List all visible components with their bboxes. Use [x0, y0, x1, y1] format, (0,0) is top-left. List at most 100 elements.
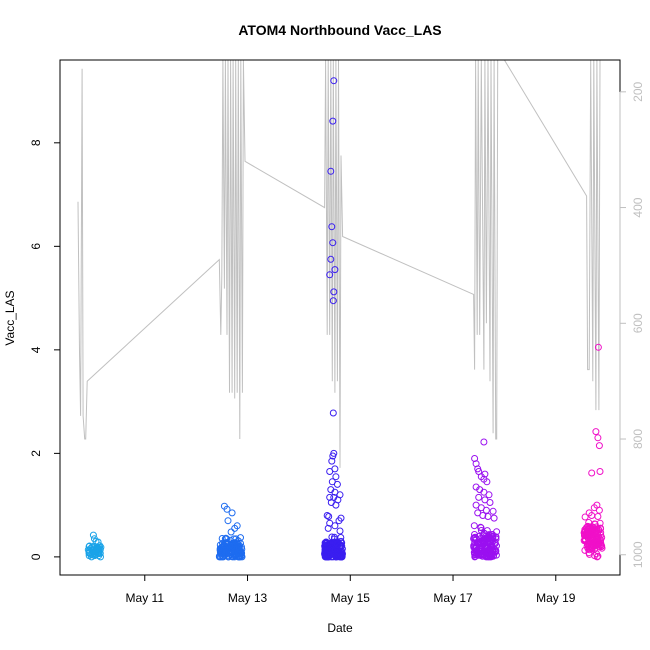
y2-tick-label: 800: [631, 429, 645, 449]
data-point: [85, 543, 93, 550]
data-point: [331, 266, 339, 274]
data-point: [338, 545, 346, 553]
data-point: [596, 468, 604, 475]
data-point: [89, 531, 97, 539]
data-point: [328, 457, 336, 465]
data-point: [487, 543, 495, 550]
data-point: [328, 533, 336, 541]
data-point: [219, 553, 227, 561]
data-point: [218, 535, 226, 542]
data-point: [332, 501, 340, 509]
data-point: [338, 551, 345, 559]
x-tick-label: May 13: [228, 591, 268, 605]
data-point: [233, 545, 241, 553]
y2-tick-label: 600: [631, 313, 645, 333]
data-point: [334, 541, 341, 549]
data-point: [493, 528, 501, 536]
scatter-series: [470, 438, 501, 561]
scatter-series: [215, 502, 246, 561]
data-point: [322, 550, 329, 558]
data-point: [329, 297, 337, 305]
data-point: [593, 553, 601, 561]
data-point: [489, 507, 497, 515]
data-point: [220, 541, 228, 549]
y-tick-label: 2: [29, 450, 43, 457]
data-point: [326, 546, 334, 554]
data-point: [595, 442, 603, 450]
data-point: [476, 543, 484, 551]
data-point: [590, 537, 597, 545]
data-point: [223, 505, 231, 513]
x-axis: May 11 May 13 May 15 May 17 May 19: [126, 574, 576, 605]
data-point: [325, 513, 333, 520]
y2-tick-label: 1000: [631, 541, 645, 568]
x-tick-label: May 19: [536, 591, 576, 605]
data-point: [329, 409, 337, 417]
data-point: [324, 524, 332, 532]
data-point: [236, 553, 244, 561]
y-axis-label: Vacc_LAS: [3, 290, 17, 345]
data-point: [330, 77, 338, 85]
data-point: [327, 255, 335, 263]
data-point: [594, 513, 602, 520]
data-point: [594, 552, 602, 560]
data-point: [470, 534, 478, 542]
x-tick-label: May 17: [433, 591, 473, 605]
data-point: [222, 534, 230, 542]
data-point: [85, 552, 93, 560]
y-axis-right: 200 400 600 800 1000: [619, 81, 645, 568]
x-axis-label: Date: [327, 621, 353, 635]
data-point: [233, 522, 241, 530]
data-point: [228, 540, 235, 548]
data-point: [91, 547, 99, 555]
data-point: [477, 527, 485, 534]
data-point: [325, 551, 333, 559]
data-point: [597, 541, 605, 549]
data-point: [228, 509, 236, 517]
data-point: [483, 478, 491, 486]
data-point: [480, 438, 488, 446]
data-point: [224, 517, 232, 525]
data-point: [477, 524, 485, 532]
y-tick-label: 0: [29, 553, 43, 560]
data-point: [336, 527, 344, 535]
data-point: [329, 117, 337, 125]
data-point: [331, 522, 339, 530]
data-point: [475, 493, 483, 501]
data-point: [594, 434, 602, 442]
line-series-group: [77, 60, 602, 468]
y-tick-label: 4: [29, 346, 43, 353]
data-point: [482, 552, 490, 560]
data-point: [592, 428, 600, 436]
data-point: [489, 535, 497, 543]
data-point: [593, 525, 601, 533]
data-point: [332, 539, 339, 547]
data-point: [485, 491, 493, 499]
scatter-series: [84, 531, 105, 561]
x-tick-label: May 11: [126, 591, 165, 605]
data-point: [97, 553, 104, 561]
data-point: [581, 513, 589, 521]
data-point: [220, 549, 227, 557]
data-point: [235, 545, 243, 553]
data-point: [92, 537, 100, 545]
data-point: [471, 531, 478, 538]
data-point: [479, 512, 487, 519]
data-point: [583, 533, 591, 540]
line-series: [77, 60, 602, 468]
y-axis-left: 0 2 4 6 8: [29, 139, 61, 560]
data-point: [228, 553, 236, 560]
data-point: [596, 519, 604, 527]
data-point: [593, 537, 601, 544]
x-tick-label: May 15: [331, 591, 371, 605]
data-point: [323, 512, 331, 519]
y2-tick-label: 200: [631, 81, 645, 101]
data-point: [594, 538, 602, 546]
y-tick-label: 6: [29, 243, 43, 250]
y2-tick-label: 400: [631, 197, 645, 217]
data-point: [333, 480, 341, 488]
data-point: [329, 452, 337, 460]
data-point: [588, 469, 596, 477]
data-point: [332, 473, 340, 481]
